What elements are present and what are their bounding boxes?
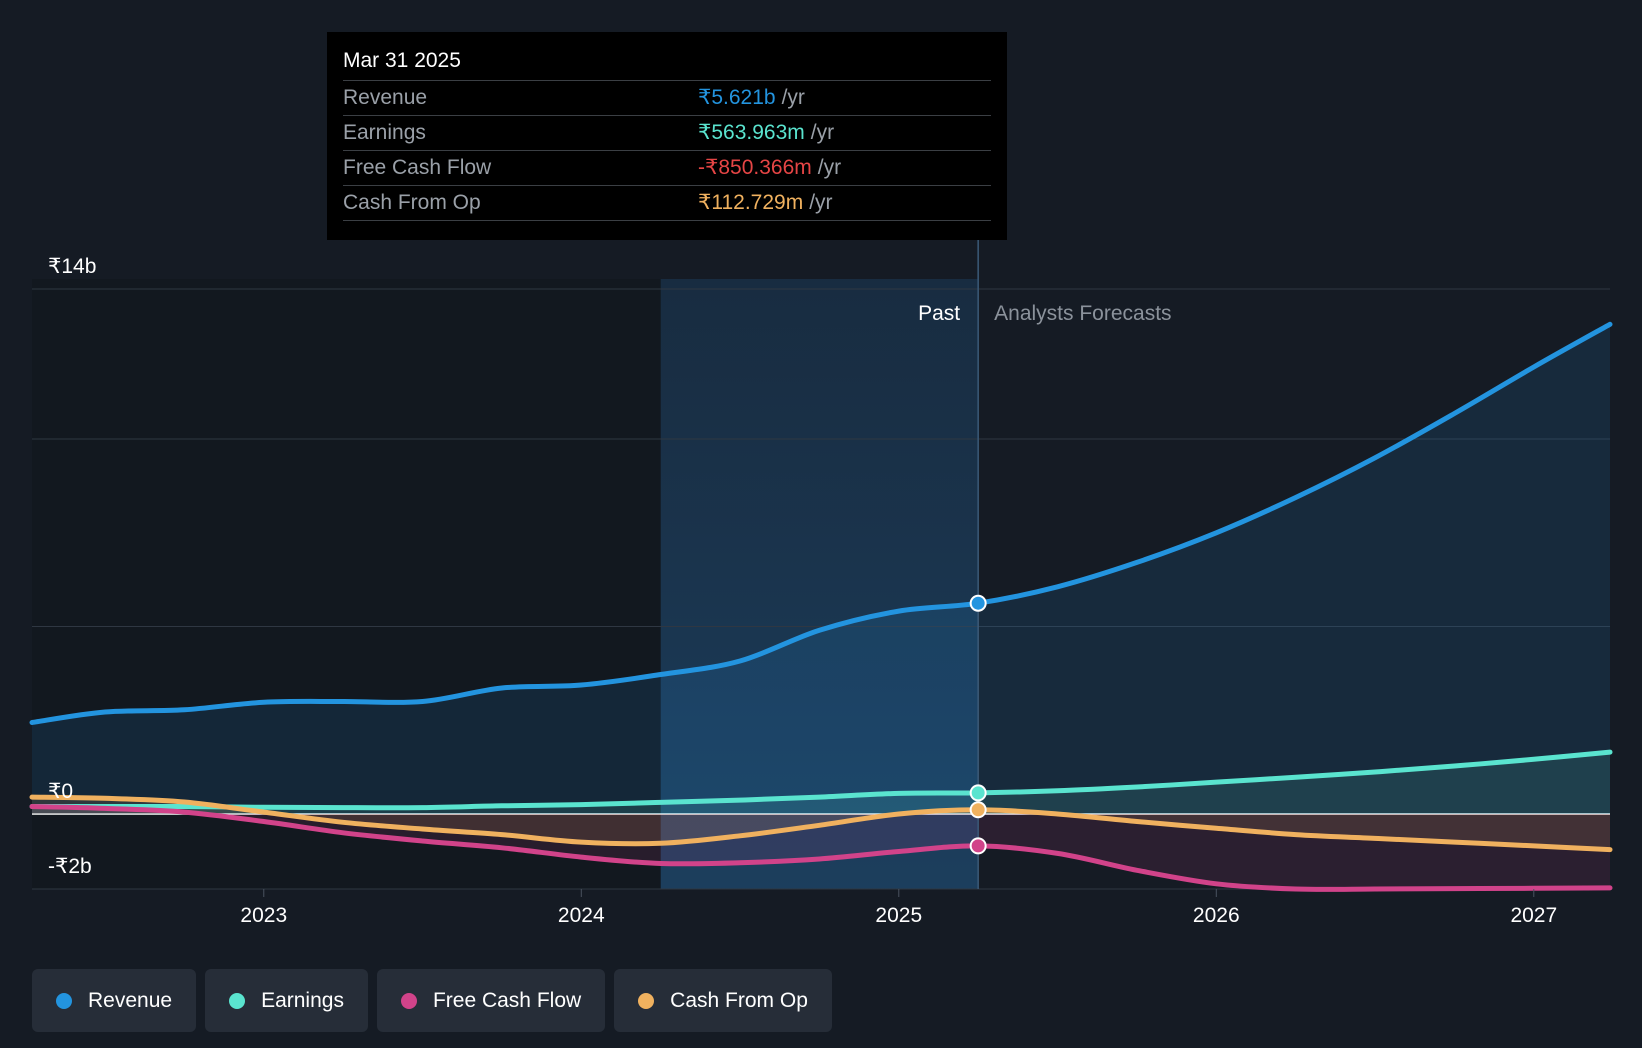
- tooltip-row-revenue: Revenue ₹5.621b /yr: [343, 81, 991, 116]
- legend-item-revenue[interactable]: Revenue: [32, 969, 197, 1032]
- legend-label: Earnings: [261, 988, 344, 1012]
- past-label: Past: [918, 302, 960, 325]
- y-tick-label: -₹2b: [48, 855, 92, 878]
- x-tick-label: 2023: [240, 904, 287, 927]
- revenue-line: [29, 321, 1613, 725]
- tooltip-value: ₹563.963m: [698, 121, 805, 144]
- y-tick-label: ₹0: [48, 780, 73, 803]
- legend-item-cash-from-op[interactable]: Cash From Op: [614, 969, 832, 1032]
- x-tick-label: 2027: [1510, 904, 1557, 927]
- free-cash-flow-marker: [969, 837, 987, 855]
- legend-item-earnings[interactable]: Earnings: [205, 969, 368, 1032]
- legend-item-free-cash-flow[interactable]: Free Cash Flow: [376, 969, 606, 1032]
- revenue-dot-icon: [56, 992, 72, 1009]
- cash-from-op-marker: [969, 801, 987, 819]
- tooltip-label: Revenue: [343, 86, 428, 109]
- x-tick-label: 2026: [1193, 904, 1240, 927]
- cash-from-op-line: [29, 794, 1613, 853]
- earnings-marker: [969, 784, 987, 802]
- tooltip-label: Free Cash Flow: [343, 156, 492, 179]
- tooltip-label: Earnings: [343, 121, 426, 144]
- legend: Revenue Earnings Free Cash Flow Cash Fro…: [32, 969, 832, 1032]
- tooltip-row-free-cash-flow: Free Cash Flow -₹850.366m /yr: [343, 151, 991, 186]
- tooltip-label: Cash From Op: [343, 191, 481, 214]
- past-highlight-band: [660, 279, 979, 889]
- earnings-area: [32, 752, 1610, 814]
- forecast-label: Analysts Forecasts: [994, 302, 1171, 325]
- earnings-dot-icon: [229, 992, 246, 1009]
- tooltip-row-earnings: Earnings ₹563.963m /yr: [343, 116, 991, 151]
- legend-label: Cash From Op: [670, 988, 808, 1012]
- legend-label: Revenue: [88, 988, 173, 1012]
- revenue-marker: [969, 594, 987, 612]
- free-cash-flow-line: [29, 804, 1613, 892]
- tooltip-value: -₹850.366m: [698, 156, 812, 179]
- y-tick-label: ₹14b: [48, 255, 96, 278]
- tooltip-value: ₹5.621b: [698, 86, 776, 109]
- x-tick-label: 2025: [875, 904, 922, 927]
- tooltip-unit: /yr: [817, 156, 842, 179]
- tooltip-row-cash-from-op: Cash From Op ₹112.729m /yr: [343, 186, 991, 221]
- tooltip-unit: /yr: [809, 191, 833, 214]
- tooltip-unit: /yr: [781, 86, 805, 109]
- legend-label: Free Cash Flow: [432, 988, 582, 1012]
- cash-from-op-dot-icon: [638, 992, 655, 1009]
- tooltip-date: Mar 31 2025: [343, 46, 991, 81]
- tooltip-unit: /yr: [810, 121, 835, 144]
- x-tick-label: 2024: [558, 904, 605, 927]
- past-shade: [32, 279, 661, 889]
- tooltip: Mar 31 2025 Revenue ₹5.621b /yr Earnings…: [327, 32, 1007, 240]
- tooltip-value: ₹112.729m: [698, 191, 804, 214]
- free-cash-flow-dot-icon: [400, 992, 417, 1009]
- revenue-area: [32, 324, 1610, 814]
- earnings-line: [29, 749, 1613, 811]
